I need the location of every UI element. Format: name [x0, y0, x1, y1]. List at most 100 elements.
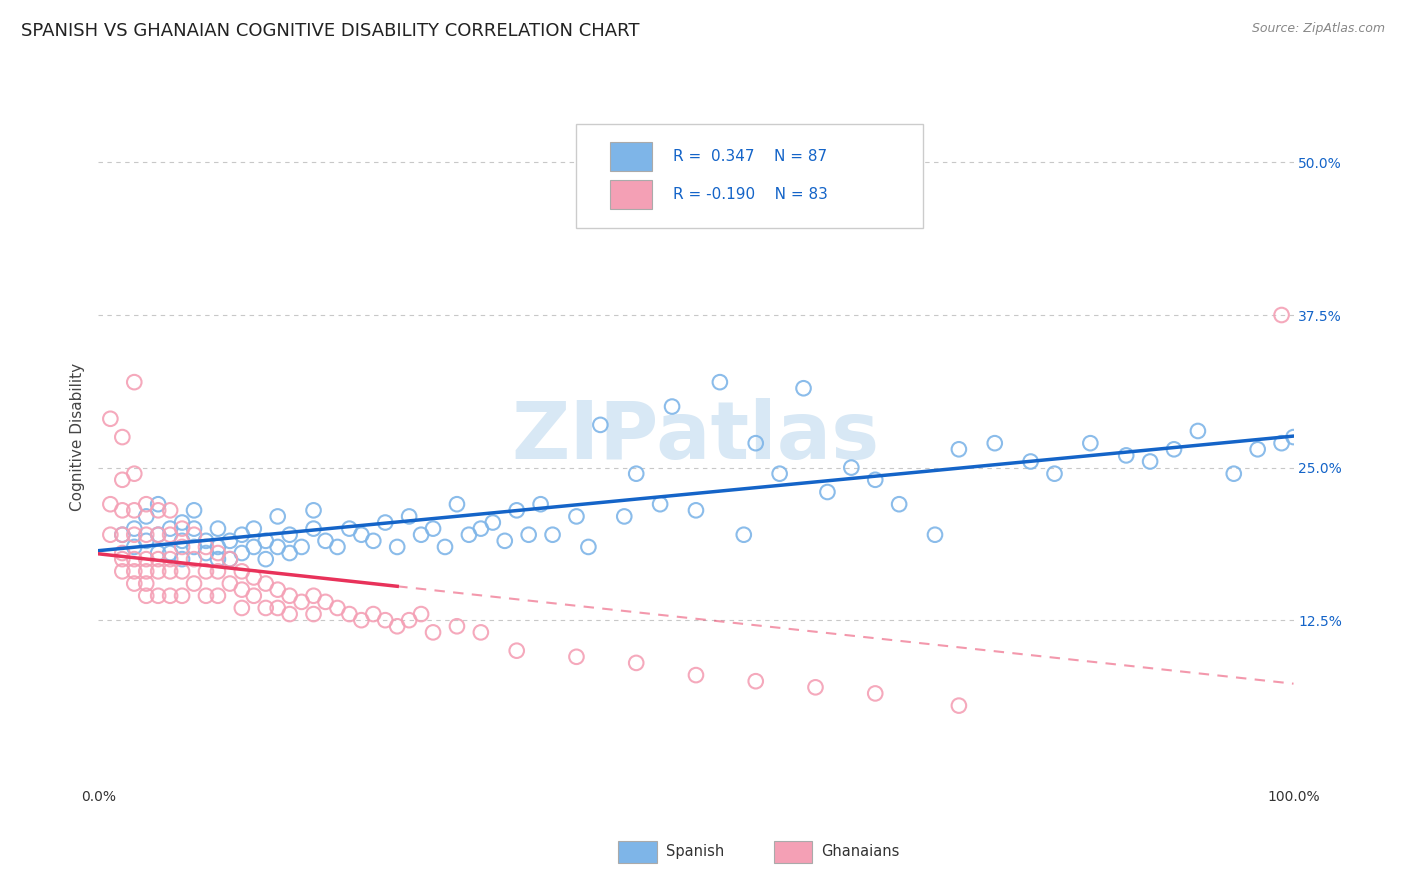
- Point: [589, 417, 612, 432]
- Point: [219, 576, 242, 591]
- Point: [195, 533, 218, 548]
- Point: [398, 613, 420, 627]
- Point: [219, 552, 242, 566]
- Point: [865, 686, 887, 700]
- Point: [159, 546, 181, 560]
- Point: [506, 503, 529, 517]
- Text: Source: ZipAtlas.com: Source: ZipAtlas.com: [1251, 22, 1385, 36]
- Point: [411, 527, 433, 541]
- Point: [470, 625, 492, 640]
- Point: [530, 497, 553, 511]
- Point: [339, 522, 361, 536]
- Point: [135, 533, 157, 548]
- Point: [1080, 436, 1102, 450]
- Point: [446, 619, 468, 633]
- Point: [195, 540, 218, 554]
- Point: [326, 601, 349, 615]
- Point: [267, 582, 290, 597]
- Point: [626, 467, 648, 481]
- Point: [254, 533, 277, 548]
- Point: [135, 527, 157, 541]
- Point: [195, 546, 218, 560]
- Text: ZIPatlas: ZIPatlas: [512, 398, 880, 476]
- Point: [374, 516, 396, 530]
- Point: [446, 497, 468, 511]
- Point: [124, 527, 146, 541]
- Point: [709, 375, 731, 389]
- Point: [1115, 449, 1137, 463]
- Point: [219, 533, 242, 548]
- Point: [124, 522, 146, 536]
- Point: [302, 503, 325, 517]
- Point: [865, 473, 887, 487]
- Point: [685, 503, 707, 517]
- Point: [984, 436, 1007, 450]
- Point: [183, 576, 205, 591]
- Point: [565, 509, 588, 524]
- Point: [254, 576, 277, 591]
- Point: [278, 607, 301, 621]
- Point: [517, 527, 540, 541]
- Point: [98, 527, 122, 541]
- Point: [733, 527, 755, 541]
- Point: [745, 674, 768, 689]
- Text: R = -0.190    N = 83: R = -0.190 N = 83: [673, 186, 828, 202]
- Point: [148, 503, 170, 517]
- Point: [363, 607, 385, 621]
- Point: [111, 552, 134, 566]
- Point: [124, 576, 146, 591]
- Point: [124, 375, 146, 389]
- Point: [422, 522, 444, 536]
- Point: [111, 503, 134, 517]
- Point: [207, 565, 229, 579]
- Point: [159, 527, 181, 541]
- Point: [135, 589, 157, 603]
- Point: [793, 381, 815, 395]
- Point: [398, 509, 420, 524]
- Point: [948, 698, 970, 713]
- Point: [111, 546, 134, 560]
- Point: [172, 589, 194, 603]
- Point: [111, 430, 134, 444]
- Point: [159, 565, 181, 579]
- Point: [243, 522, 266, 536]
- Point: [613, 509, 636, 524]
- Point: [219, 552, 242, 566]
- Point: [302, 589, 325, 603]
- Point: [815, 485, 838, 500]
- Point: [148, 589, 170, 603]
- Point: [315, 595, 337, 609]
- Point: [243, 589, 266, 603]
- Point: [111, 527, 134, 541]
- Point: [124, 552, 146, 566]
- Point: [207, 522, 229, 536]
- Point: [254, 552, 277, 566]
- Point: [207, 540, 229, 554]
- Point: [470, 522, 492, 536]
- Text: R =  0.347    N = 87: R = 0.347 N = 87: [673, 149, 827, 164]
- Point: [159, 503, 181, 517]
- FancyBboxPatch shape: [610, 179, 652, 209]
- Point: [124, 467, 146, 481]
- Point: [481, 516, 505, 530]
- Point: [148, 546, 170, 560]
- Text: SPANISH VS GHANAIAN COGNITIVE DISABILITY CORRELATION CHART: SPANISH VS GHANAIAN COGNITIVE DISABILITY…: [21, 22, 640, 40]
- Point: [183, 522, 205, 536]
- Point: [1139, 454, 1161, 468]
- Point: [183, 503, 205, 517]
- Point: [494, 533, 516, 548]
- Point: [124, 540, 146, 554]
- Point: [1223, 467, 1246, 481]
- Point: [291, 540, 314, 554]
- Point: [339, 607, 361, 621]
- Point: [434, 540, 457, 554]
- Point: [278, 589, 301, 603]
- Point: [111, 565, 134, 579]
- Point: [98, 497, 122, 511]
- Point: [231, 582, 253, 597]
- Point: [350, 527, 373, 541]
- Point: [315, 533, 337, 548]
- Point: [768, 467, 790, 481]
- Point: [924, 527, 946, 541]
- Point: [350, 613, 373, 627]
